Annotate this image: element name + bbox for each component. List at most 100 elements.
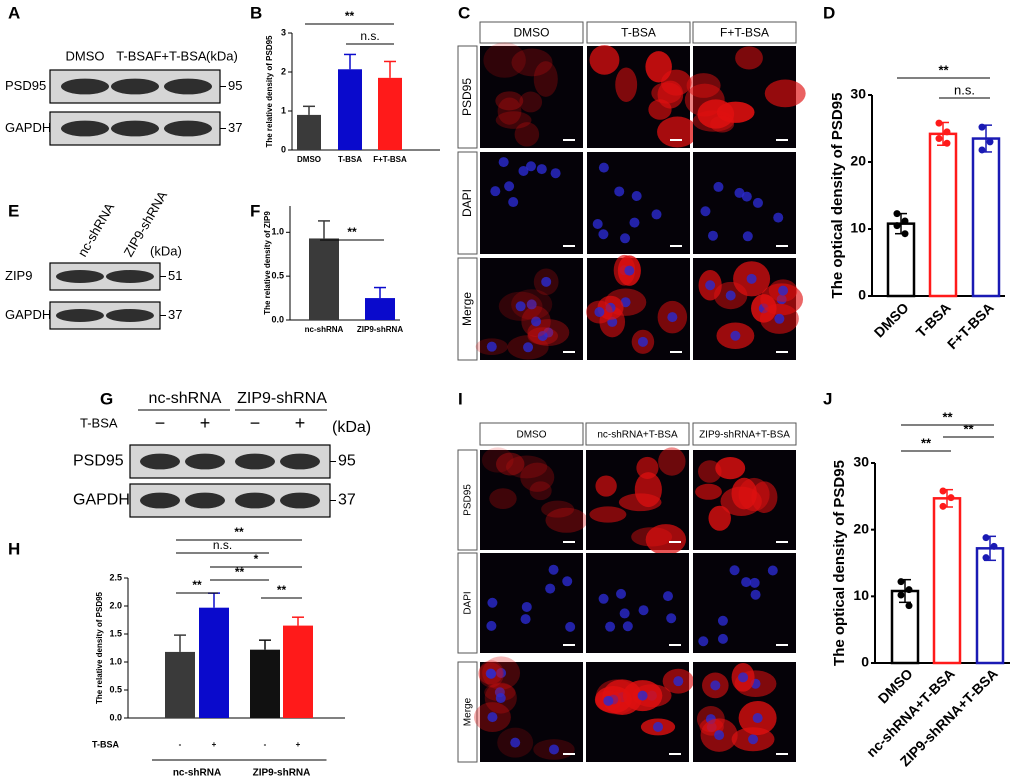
significance-label: ** [921,435,932,450]
cell-stain [595,475,617,497]
nucleus-stain [773,212,784,223]
cell-stain [496,452,525,476]
blot-band [164,78,212,95]
nucleus-stain [717,615,728,626]
y-axis-label: The relative density of PSD95 [265,35,274,148]
x-tick-label: T-BSA [913,299,954,340]
nucleus-stain [598,593,609,604]
cell-stain [615,67,638,102]
nucleus-stain [496,668,507,679]
data-point [905,586,913,594]
blot-row-label: GAPDH [73,492,130,509]
significance-label: ** [234,525,244,539]
bar [199,607,229,718]
bar [886,222,916,298]
nucleus-stain [498,157,509,168]
y-tick-label: 30 [850,86,866,102]
nucleus-stain [710,680,721,691]
panel-label: F [250,201,260,220]
bar [378,77,402,150]
nucleus-stain [508,197,519,208]
group-label: nc-shRNA [173,768,221,779]
nucleus-stain [637,690,648,701]
nucleus-stain [729,565,740,576]
column-header: T-BSA [621,26,656,40]
nucleus-stain [605,621,616,632]
bar [932,497,962,665]
x-tick-label: T-BSA [338,155,362,164]
data-point [986,138,994,146]
cell-stain [495,91,524,111]
nucleus-stain [548,564,559,575]
cell-stain [684,83,725,117]
cell-stain [618,493,662,512]
column-header-box [692,21,797,44]
kda-unit: (kDa) [206,48,238,63]
y-tick-label: 0.0 [271,314,284,324]
panel-label: D [823,3,835,22]
data-point [982,534,990,542]
nucleus-stain [550,168,561,179]
blot-row-label: PSD95 [73,453,124,470]
y-tick-label: 1.5 [109,628,122,638]
cell-stain [715,457,746,480]
nucleus-stain [748,734,759,745]
significance-label: ** [345,9,355,23]
nucleus-stain [774,313,785,324]
x-axis-label: T-BSA [92,739,120,749]
data-point [901,217,909,225]
kda-label: 37 [228,120,242,135]
nucleus-stain [603,695,614,706]
nucleus-stain [750,589,761,600]
micrograph [693,553,796,653]
lane-label: nc-shRNA [75,200,118,259]
nucleus-stain [531,316,542,327]
y-tick-label: 1.0 [271,227,284,237]
nucleus-stain [486,341,497,352]
bar [309,238,339,320]
blot-band [235,492,275,509]
panel-label: G [100,389,113,408]
cell-stain [481,447,514,473]
row-header: DAPI [460,189,474,217]
blot-band [111,120,159,137]
nucleus-stain [486,620,497,631]
data-point [897,591,905,599]
bar [365,298,395,320]
nucleus-stain [653,721,664,732]
nucleus-stain [490,186,501,197]
nucleus-stain [638,605,649,616]
y-tick-label: 0.0 [109,712,122,722]
y-axis-label: The relative density of PSD95 [95,591,104,704]
nucleus-stain [705,280,716,291]
treatment-sign: − [250,413,261,433]
cell-stain [545,507,588,533]
nucleus-stain [487,712,498,723]
significance-label: n.s. [360,29,379,43]
data-point [893,210,901,218]
bar [338,69,362,150]
x-tick-label: nc-shRNA [305,325,344,334]
row-header: DAPI [463,591,474,614]
cell-stain [511,48,553,77]
column-header: DMSO [514,26,550,40]
cell-stain [497,97,522,125]
nucleus-stain [520,614,531,625]
nucleus-stain [495,693,506,704]
micrograph [480,46,583,148]
blot-row-label: PSD95 [5,78,46,93]
panel-label: A [8,3,20,22]
treatment-sign: + [200,413,211,433]
cell-stain [645,524,687,556]
nucleus-stain [749,577,760,588]
x-tick-label: DMSO [871,299,912,340]
cell-stain [735,46,763,70]
group-label: nc-shRNA [149,390,222,407]
kda-label: 51 [168,268,182,283]
y-tick-label: 0 [861,654,869,670]
column-header-box [586,21,691,44]
bar [971,137,1001,298]
micrograph [480,662,583,762]
y-tick-label: 0 [858,287,866,303]
